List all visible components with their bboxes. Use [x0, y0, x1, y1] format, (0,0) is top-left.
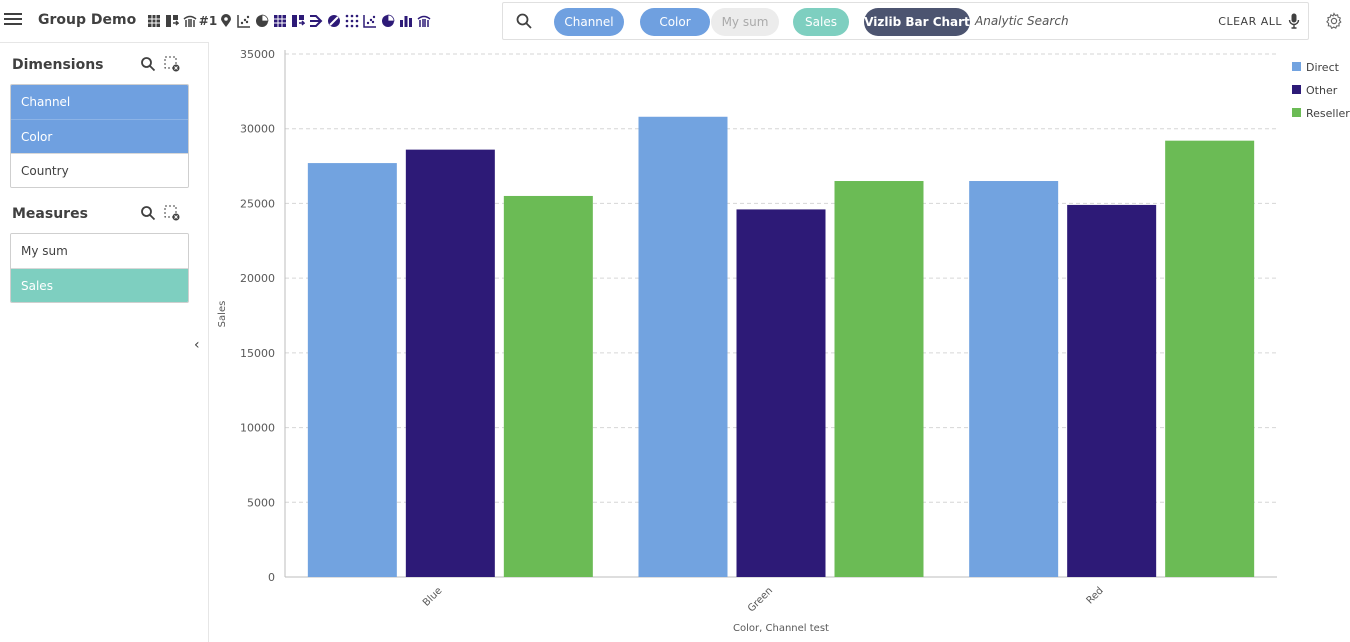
bridge-icon[interactable] [183, 14, 197, 28]
chip-channel[interactable]: Channel [554, 8, 624, 36]
bar-direct-blue [307, 163, 397, 577]
search-icon[interactable] [140, 205, 156, 221]
search-input[interactable]: Analytic Search [975, 14, 1069, 28]
chip-sales[interactable]: Sales [793, 8, 849, 36]
map-pin-icon[interactable] [219, 14, 233, 28]
x-tick-label: Blue [421, 585, 444, 608]
dimensions-tools [140, 56, 180, 72]
bar-chart-icon[interactable] [399, 14, 413, 28]
gear-icon[interactable] [1325, 12, 1343, 30]
bar-other-blue [405, 149, 495, 577]
measures-list: My sum Sales [10, 233, 189, 303]
legend-label-other: Other [1306, 84, 1338, 97]
dimensions-list: Channel Color Country [10, 84, 189, 188]
legend-swatch-direct [1292, 62, 1301, 71]
chip-color[interactable]: Color [640, 8, 710, 36]
pivot-table-icon[interactable] [291, 14, 305, 28]
x-axis-title: Color, Channel test [733, 623, 829, 634]
dots-icon[interactable] [345, 14, 359, 28]
pie-chart-icon[interactable] [381, 14, 395, 28]
scatter-icon[interactable] [363, 14, 377, 28]
venn-icon[interactable] [327, 14, 341, 28]
chart-type-toolbar: #1 [147, 12, 431, 30]
search-icon[interactable] [140, 56, 156, 72]
table-icon[interactable] [273, 14, 287, 28]
x-tick-label: Green [746, 585, 775, 614]
chip-vizlib-bar-chart[interactable]: Vizlib Bar Chart [864, 8, 970, 36]
measures-heading: Measures [12, 206, 88, 222]
collapse-panel-chevron-icon[interactable]: ‹ [194, 337, 200, 353]
bar-reseller-green [834, 181, 924, 577]
legend-label-direct: Direct [1306, 61, 1340, 74]
y-tick-label: 30000 [240, 123, 275, 136]
measure-item-my-sum[interactable]: My sum [11, 234, 188, 268]
bar-reseller-red [1165, 140, 1255, 577]
bar-reseller-blue [503, 195, 593, 577]
bar-direct-red [969, 181, 1059, 577]
kpi-icon[interactable]: #1 [198, 14, 218, 28]
y-axis-title: Sales [217, 301, 228, 328]
analytic-search-bar[interactable]: Channel Color My sum Sales Vizlib Bar Ch… [502, 2, 1309, 40]
legend-label-reseller: Reseller [1306, 107, 1350, 120]
bar-direct-green [638, 116, 728, 577]
y-tick-label: 20000 [240, 272, 275, 285]
bar-other-green [736, 209, 826, 578]
dimensions-heading: Dimensions [12, 57, 104, 73]
dimension-item-country[interactable]: Country [11, 153, 188, 187]
y-tick-label: 5000 [247, 496, 275, 509]
y-tick-label: 0 [268, 571, 275, 584]
y-tick-label: 15000 [240, 347, 275, 360]
clear-selection-icon[interactable] [164, 205, 180, 221]
pivot-table-icon[interactable] [165, 14, 179, 28]
legend-swatch-other [1292, 85, 1301, 94]
y-tick-label: 35000 [240, 48, 275, 61]
microphone-icon[interactable] [1288, 13, 1300, 29]
pie-chart-icon[interactable] [255, 14, 269, 28]
app-title: Group Demo [38, 12, 137, 28]
bar-chart: 0 5000 10000 15000 20000 25000 30000 35000 Sales… [210, 42, 1350, 642]
scatter-icon[interactable] [237, 14, 251, 28]
search-icon[interactable] [515, 12, 533, 30]
field-panel: Dimensions Channel Color Country Measure… [0, 42, 209, 642]
x-tick-label: Red [1085, 585, 1106, 606]
bar-chart-svg: 0 5000 10000 15000 20000 25000 30000 35000 Sales… [217, 48, 1350, 634]
measure-item-sales[interactable]: Sales [11, 268, 188, 302]
measures-tools [140, 205, 180, 221]
chip-my-sum[interactable]: My sum [711, 8, 779, 36]
table-icon[interactable] [147, 14, 161, 28]
clear-all-button[interactable]: CLEAR ALL [1218, 15, 1282, 28]
bridge-icon[interactable] [417, 14, 431, 28]
dimension-item-color[interactable]: Color [11, 119, 188, 153]
hamburger-menu-icon[interactable] [4, 11, 22, 29]
y-tick-label: 25000 [240, 197, 275, 210]
y-tick-label: 10000 [240, 422, 275, 435]
legend-swatch-reseller [1292, 108, 1301, 117]
top-bar: Group Demo #1 Channel Color My sum Sales… [0, 0, 1350, 42]
clear-selection-icon[interactable] [164, 56, 180, 72]
dimension-item-channel[interactable]: Channel [11, 85, 188, 119]
bar-other-red [1067, 204, 1157, 577]
merge-icon[interactable] [309, 14, 323, 28]
